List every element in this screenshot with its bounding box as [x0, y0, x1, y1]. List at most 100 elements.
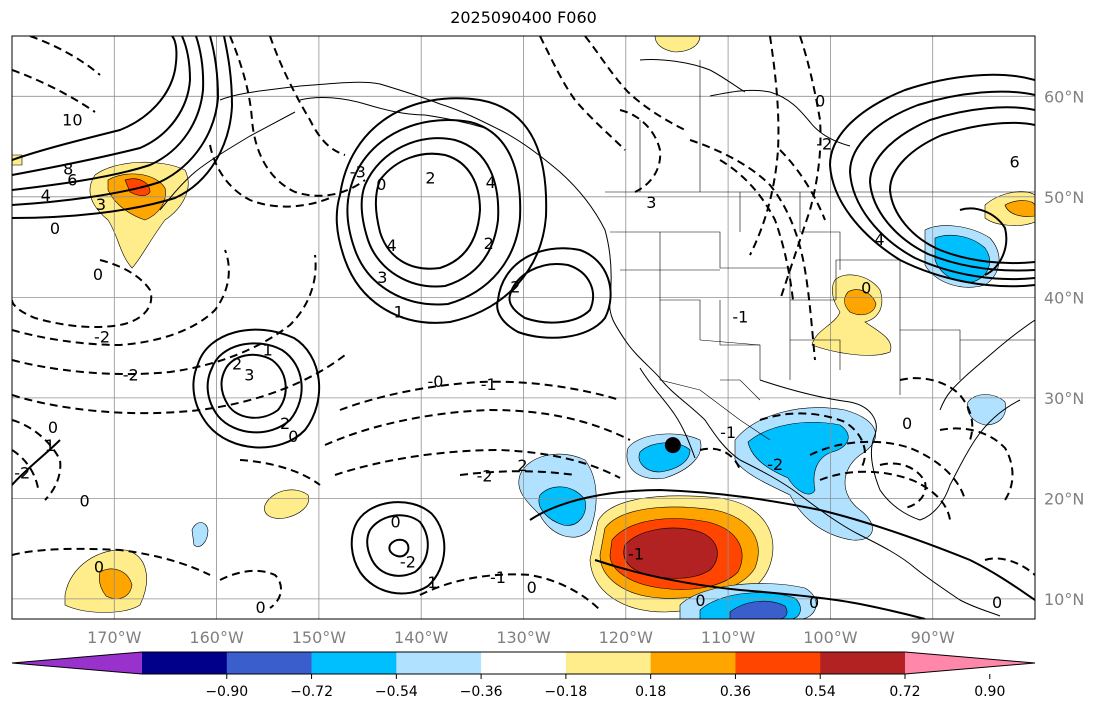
contour-label: 0 [288, 427, 298, 446]
contour-label: -1 [481, 375, 497, 394]
warm-anomaly-top [654, 36, 701, 53]
lat-tick-label: 60°N [1044, 87, 1084, 106]
contour-label: 3 [96, 195, 106, 214]
cool-anomaly-east [967, 394, 1006, 426]
lon-tick-label: 90°W [911, 628, 955, 647]
contour-high-center [374, 152, 482, 270]
contour-label: 3 [244, 366, 254, 385]
contour-label: -3 [350, 163, 366, 182]
colorbar-segment [820, 652, 906, 674]
contour-label: 0 [902, 414, 912, 433]
lon-tick-label: 130°W [496, 628, 551, 647]
contour-label: -2 [767, 455, 783, 474]
colorbar-tick-label: 0.18 [635, 684, 666, 700]
contour-label: 2 [425, 169, 435, 188]
contour-label: 10 [62, 110, 82, 129]
lon-tick-label: 150°W [292, 628, 347, 647]
lat-tick-label: 10°N [1044, 590, 1084, 609]
contour-label: 4 [386, 236, 396, 255]
contour-southwest [12, 439, 61, 486]
east-coast [939, 319, 1035, 411]
contour-label: 0 [94, 558, 104, 577]
colorbar-outline [11, 651, 1036, 675]
contour-label: 1 [394, 302, 404, 321]
baja-coast [639, 367, 696, 459]
contour-label: -2 [94, 328, 110, 347]
contour-label: 4 [41, 186, 51, 205]
gridlines [12, 36, 1035, 619]
warm-anomaly-hawaii [264, 489, 310, 519]
colorbar-segment [735, 652, 821, 674]
contour-label: 4 [874, 230, 884, 249]
colorbar-segment [226, 652, 313, 674]
contour-label: -2 [14, 463, 30, 482]
colorbar-extend-max [905, 652, 1035, 674]
cool-anomaly-small [191, 522, 209, 547]
contour-label: 0 [527, 578, 537, 597]
contour-label: 0 [50, 219, 60, 238]
contour-label: 8 [63, 160, 73, 179]
negative-contours [12, 36, 1035, 611]
colorbar-segment [565, 652, 652, 674]
contour-label: 0 [80, 491, 90, 510]
contour-label: 6 [67, 171, 77, 190]
contour-label: 0 [255, 598, 265, 617]
lat-tick-label: 40°N [1044, 288, 1084, 307]
contour-label: 1 [427, 573, 437, 592]
warm-anomaly-east [811, 274, 892, 356]
contour-label: 2 [232, 355, 242, 374]
colorbar-segment [481, 652, 567, 674]
contour-label: -2 [477, 466, 493, 485]
contour-label: 2 [484, 234, 494, 253]
contour-label: 3 [646, 193, 656, 212]
contour-label: 3 [377, 268, 387, 287]
contour-high-west [12, 36, 178, 161]
contour-label: 0 [391, 513, 401, 532]
contour-label: -1 [490, 568, 506, 587]
north-america-coast [219, 81, 1001, 617]
contour-high-center-2 [508, 263, 594, 324]
lon-tick-label: 110°W [701, 628, 756, 647]
contour-label: -2 [123, 366, 139, 385]
lon-tick-label: 120°W [599, 628, 654, 647]
contour-label: 6 [1009, 153, 1019, 172]
colorbar-extend-min [12, 652, 142, 674]
contour-high-northeast [828, 73, 1035, 288]
storm-location-marker [664, 437, 681, 454]
lat-tick-label: 50°N [1044, 188, 1084, 207]
contour-label: 0 [93, 265, 103, 284]
contour-label: 4 [486, 173, 496, 192]
colorbar-tick-label: −0.72 [290, 684, 333, 700]
lon-tick-label: 140°W [394, 628, 449, 647]
positive-contours [12, 36, 1035, 619]
contour-label: 0 [695, 591, 705, 610]
colorbar-segment [311, 652, 397, 674]
contour-label: 1 [263, 341, 273, 360]
colorbar-tick-label: −0.90 [205, 684, 248, 700]
contour-label: 0 [48, 418, 58, 437]
latitude-tick-labels: 60°N 50°N 40°N 30°N 20°N 10°N [1044, 87, 1084, 609]
contour-label: -1 [720, 423, 736, 442]
warm-anomaly-south-dark [623, 527, 718, 579]
contour-label: -2 [400, 553, 416, 572]
contour-label: -1 [732, 307, 748, 326]
canada-coast-north [639, 59, 746, 93]
state-borders [605, 60, 1035, 441]
lon-tick-label: 100°W [803, 628, 858, 647]
colorbar-tick-label: −0.54 [375, 684, 418, 700]
map-frame [11, 35, 1036, 620]
lat-tick-label: 30°N [1044, 389, 1084, 408]
hudson-coast [709, 89, 851, 147]
contour-high-hawaii [220, 353, 287, 419]
colorbar-segment [142, 652, 228, 674]
contour-label: 2 [280, 414, 290, 433]
lon-tick-label: 160°W [189, 628, 244, 647]
colorbar-tick-label: 0.36 [720, 684, 751, 700]
shaded-anomalies [12, 36, 1035, 619]
colorbar-tick-label: 0.90 [974, 684, 1005, 700]
lat-tick-label: 20°N [1044, 489, 1084, 508]
colorbar [11, 651, 1036, 675]
